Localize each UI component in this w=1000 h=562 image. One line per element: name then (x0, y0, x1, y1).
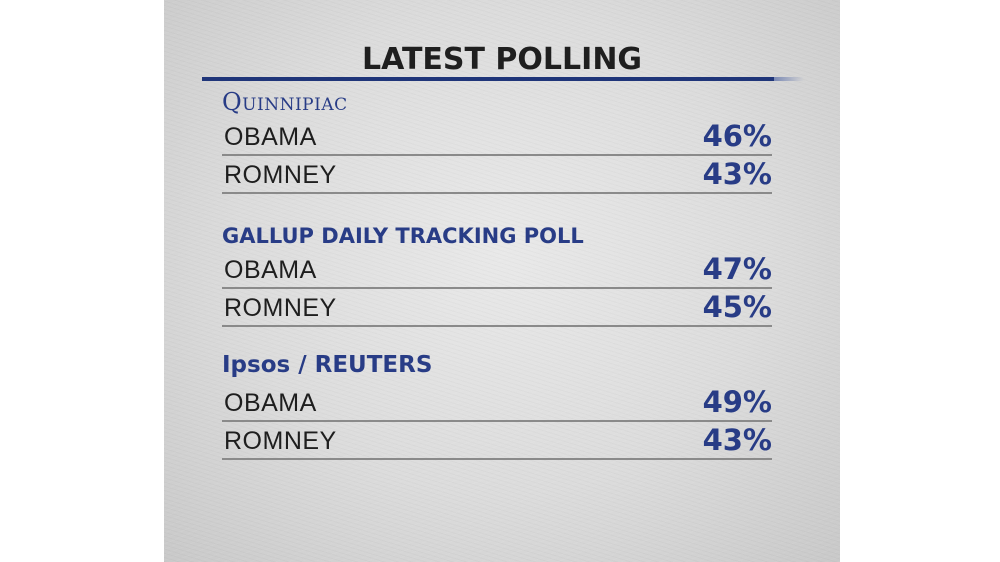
poll-row: ROMNEY 45% (222, 290, 772, 327)
candidate-name: OBAMA (224, 123, 317, 151)
candidate-name: ROMNEY (224, 427, 337, 455)
candidate-name: OBAMA (224, 256, 317, 284)
candidate-percent: 47% (702, 252, 772, 286)
candidate-name: ROMNEY (224, 294, 337, 322)
poll-row: OBAMA 47% (222, 252, 772, 289)
poll-source-ipsos-reuters: Ipsos / REUTERS (222, 352, 433, 378)
candidate-percent: 43% (702, 423, 772, 457)
candidate-percent: 46% (702, 119, 772, 153)
poll-row: OBAMA 46% (222, 119, 772, 156)
candidate-percent: 49% (702, 385, 772, 419)
candidate-percent: 45% (702, 290, 772, 324)
page-title: LATEST POLLING (361, 42, 643, 77)
candidate-name: OBAMA (224, 389, 317, 417)
candidate-percent: 43% (702, 157, 772, 191)
candidate-name: ROMNEY (224, 161, 337, 189)
title-underline-fade (774, 77, 804, 81)
poll-source-gallup: GALLUP DAILY TRACKING POLL (222, 224, 584, 248)
title-underline (202, 77, 774, 81)
poll-row: ROMNEY 43% (222, 157, 772, 194)
poll-source-quinnipiac: Quinnipiac (222, 88, 348, 116)
polling-panel: LATEST POLLING Quinnipiac OBAMA 46% ROMN… (164, 0, 840, 562)
background-texture (164, 0, 840, 562)
poll-row: ROMNEY 43% (222, 423, 772, 460)
poll-row: OBAMA 49% (222, 385, 772, 422)
